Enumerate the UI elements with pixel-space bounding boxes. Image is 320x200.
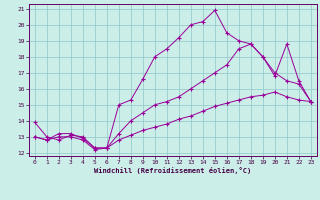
X-axis label: Windchill (Refroidissement éolien,°C): Windchill (Refroidissement éolien,°C): [94, 167, 252, 174]
